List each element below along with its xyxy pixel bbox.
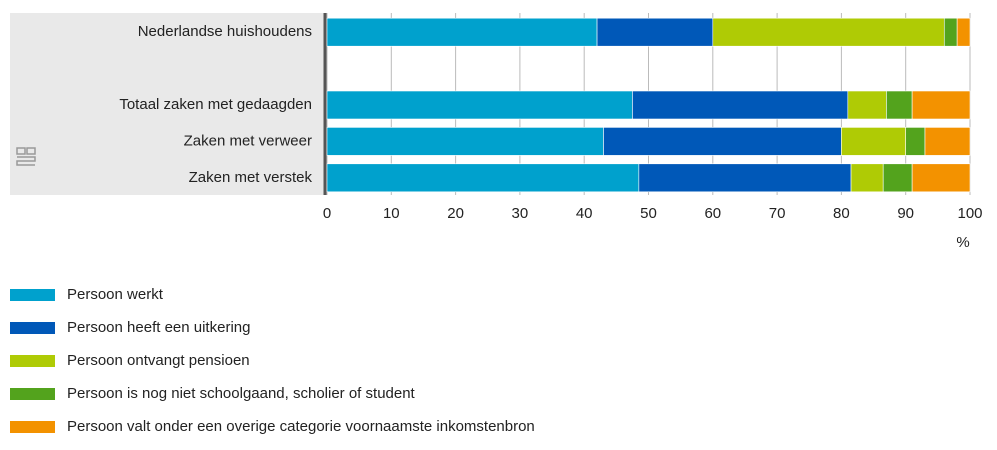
legend-swatch — [10, 355, 55, 367]
bar-segment — [882, 163, 913, 193]
legend-label: Persoon ontvangt pensioen — [67, 352, 250, 369]
legend-swatch — [10, 388, 55, 400]
bar-segment — [632, 90, 849, 120]
x-tick-label: 10 — [383, 205, 400, 222]
y-tick-label: Totaal zaken met gedaagden — [119, 96, 312, 113]
bar-segment — [326, 127, 604, 156]
y-tick-label: Zaken met verweer — [184, 132, 312, 149]
bar-segment — [712, 17, 945, 47]
bar-segment — [911, 163, 971, 193]
bar-segment — [911, 90, 971, 120]
bar-segment — [638, 163, 852, 193]
legend-swatch — [10, 289, 55, 301]
label-panel — [10, 13, 326, 195]
legend-swatch — [10, 421, 55, 433]
x-tick-label: 30 — [512, 205, 529, 222]
x-tick-label: 80 — [833, 205, 850, 222]
x-tick-label: 70 — [769, 205, 786, 222]
legend-label: Persoon werkt — [67, 286, 164, 303]
bar-segment — [326, 90, 633, 120]
bar-segment — [850, 163, 884, 193]
x-tick-label: 40 — [576, 205, 593, 222]
x-tick-label: 100 — [957, 205, 982, 222]
bar-segment — [886, 90, 913, 120]
legend-label: Persoon heeft een uitkering — [67, 319, 250, 336]
x-tick-label: 20 — [447, 205, 464, 222]
bar-segment — [326, 163, 640, 193]
bar-segment — [905, 127, 926, 156]
bar-segment — [847, 90, 887, 120]
x-axis-label: % — [956, 234, 969, 251]
legend-swatch — [10, 322, 55, 334]
bar-segment — [603, 127, 842, 156]
x-tick-label: 50 — [640, 205, 657, 222]
y-tick-label: Zaken met verstek — [189, 169, 313, 186]
bar-segment — [326, 17, 598, 47]
legend-label: Persoon is nog niet schoolgaand, scholie… — [67, 385, 416, 402]
bar-segment — [956, 17, 971, 47]
bar-segment — [924, 127, 971, 156]
x-tick-label: 0 — [323, 205, 331, 222]
x-tick-label: 60 — [704, 205, 721, 222]
y-tick-label: Nederlandse huishoudens — [138, 23, 312, 40]
x-tick-label: 90 — [897, 205, 914, 222]
logo — [16, 147, 36, 166]
bar-segment — [841, 127, 907, 156]
bar-segment — [596, 17, 714, 47]
bar-segment — [943, 17, 958, 47]
legend-label: Persoon valt onder een overige categorie… — [67, 418, 535, 435]
